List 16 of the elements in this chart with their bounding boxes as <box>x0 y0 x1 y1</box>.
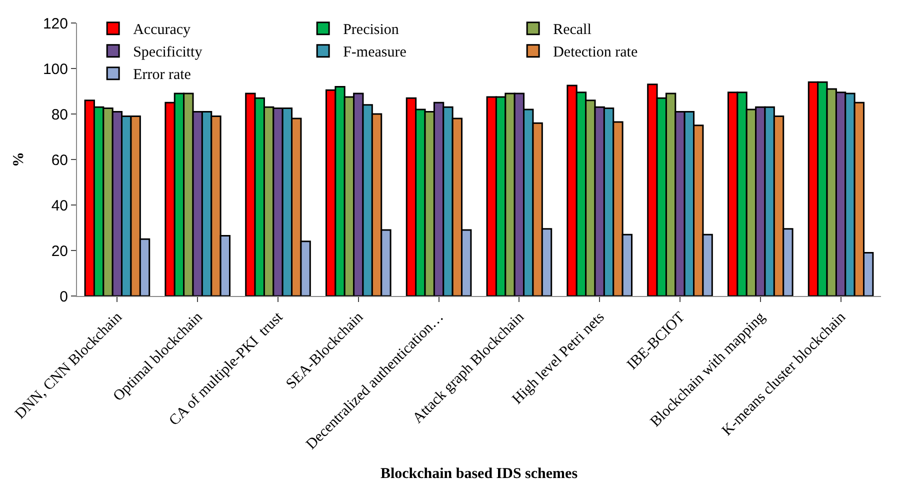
y-tick-label: 100 <box>42 60 68 78</box>
y-tick-label: 40 <box>51 197 68 214</box>
legend-label: Specificitty <box>133 44 203 61</box>
legend-label: Precision <box>343 22 400 38</box>
y-tick-label: 120 <box>42 15 68 32</box>
legend-label: Recall <box>553 22 592 38</box>
legend-label: F-measure <box>343 44 407 61</box>
y-tick-label: 60 <box>51 152 68 169</box>
legend-label: Error rate <box>133 67 192 84</box>
y-tick-label: 0 <box>60 288 68 306</box>
x-axis-title: Blockchain based IDS schemes <box>380 466 578 482</box>
y-tick-label: 20 <box>51 242 68 260</box>
y-tick-label: 80 <box>51 106 68 124</box>
legend-label: Detection rate <box>553 44 638 61</box>
y-axis-title: % <box>11 152 28 167</box>
legend-label: Accuracy <box>133 22 192 38</box>
